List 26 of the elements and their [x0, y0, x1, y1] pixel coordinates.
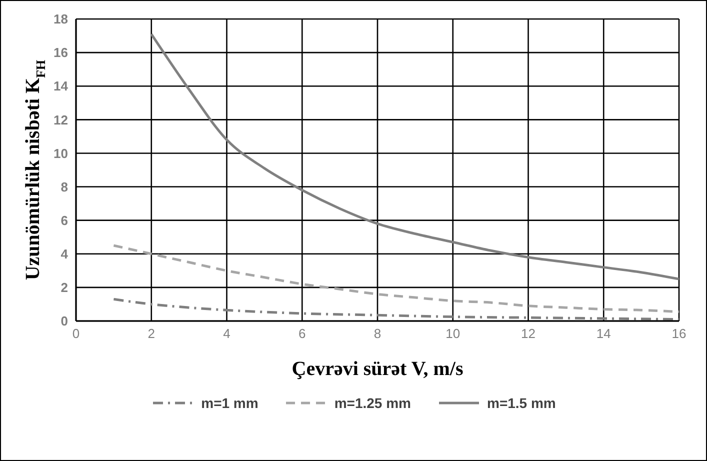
- y-tick-label: 6: [60, 212, 68, 228]
- legend-label: m=1 mm: [201, 395, 258, 411]
- y-tick-label: 10: [54, 146, 68, 161]
- y-tick-label: 18: [54, 12, 68, 27]
- y-tick-label: 0: [60, 314, 68, 329]
- x-tick-label: 6: [298, 326, 306, 342]
- x-tick-label: 10: [446, 326, 460, 342]
- x-tick-label: 14: [596, 326, 611, 342]
- line-series: [150, 32, 679, 280]
- x-tick-label: 2: [148, 326, 155, 342]
- x-tick-label: 8: [374, 326, 382, 342]
- y-tick-label: 12: [54, 112, 68, 128]
- y-tick-label: 2: [60, 280, 68, 296]
- x-tick-label: 16: [672, 326, 686, 342]
- y-tick-label: 8: [60, 179, 68, 194]
- x-tick-label: 0: [72, 326, 80, 342]
- y-tick-label: 16: [54, 45, 68, 60]
- y-tick-label: 4: [60, 246, 69, 262]
- x-tick-label: 12: [521, 326, 536, 342]
- line-series: [112, 298, 679, 321]
- y-tick-label: 14: [54, 78, 69, 94]
- line-series: [112, 244, 679, 314]
- x-tick-label: 4: [223, 326, 230, 342]
- legend-label: m=1.25 mm: [334, 395, 411, 411]
- x-axis-title: Çevrəvi sürət V, m/s: [292, 358, 464, 380]
- legend-label: m=1.5 mm: [487, 395, 556, 411]
